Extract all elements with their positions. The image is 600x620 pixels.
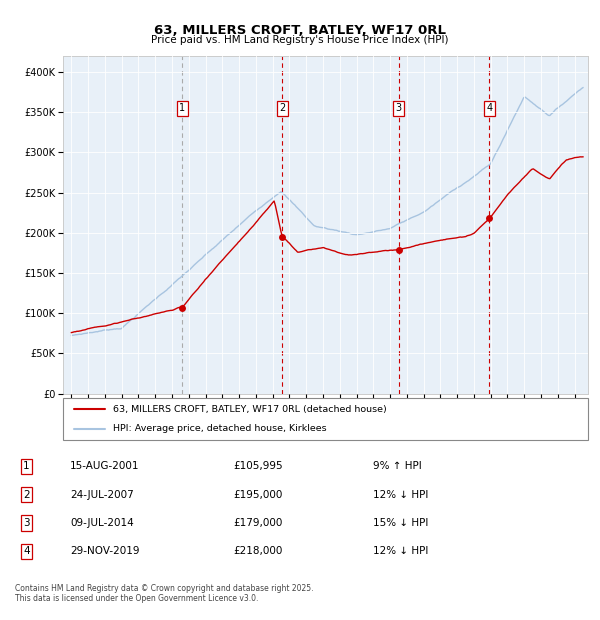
Text: £218,000: £218,000: [233, 546, 283, 556]
Text: 2: 2: [279, 103, 285, 113]
Text: 9% ↑ HPI: 9% ↑ HPI: [373, 461, 422, 471]
Text: Contains HM Land Registry data © Crown copyright and database right 2025.: Contains HM Land Registry data © Crown c…: [15, 584, 314, 593]
Text: 15-AUG-2001: 15-AUG-2001: [70, 461, 140, 471]
Text: 4: 4: [486, 103, 492, 113]
Text: 12% ↓ HPI: 12% ↓ HPI: [373, 490, 428, 500]
Text: This data is licensed under the Open Government Licence v3.0.: This data is licensed under the Open Gov…: [15, 594, 259, 603]
Text: 1: 1: [179, 103, 185, 113]
Text: 12% ↓ HPI: 12% ↓ HPI: [373, 546, 428, 556]
Text: 29-NOV-2019: 29-NOV-2019: [70, 546, 140, 556]
Text: HPI: Average price, detached house, Kirklees: HPI: Average price, detached house, Kirk…: [113, 424, 326, 433]
Text: 2: 2: [23, 490, 30, 500]
Text: 3: 3: [23, 518, 30, 528]
Text: £195,000: £195,000: [233, 490, 283, 500]
Text: 24-JUL-2007: 24-JUL-2007: [70, 490, 134, 500]
Text: 63, MILLERS CROFT, BATLEY, WF17 0RL (detached house): 63, MILLERS CROFT, BATLEY, WF17 0RL (det…: [113, 405, 386, 414]
FancyBboxPatch shape: [63, 398, 588, 440]
Text: 63, MILLERS CROFT, BATLEY, WF17 0RL: 63, MILLERS CROFT, BATLEY, WF17 0RL: [154, 24, 446, 37]
Text: 09-JUL-2014: 09-JUL-2014: [70, 518, 134, 528]
Text: 3: 3: [396, 103, 402, 113]
Text: Price paid vs. HM Land Registry's House Price Index (HPI): Price paid vs. HM Land Registry's House …: [151, 35, 449, 45]
Text: £105,995: £105,995: [233, 461, 283, 471]
Text: £179,000: £179,000: [233, 518, 283, 528]
Text: 1: 1: [23, 461, 30, 471]
Text: 15% ↓ HPI: 15% ↓ HPI: [373, 518, 428, 528]
Text: 4: 4: [23, 546, 30, 556]
